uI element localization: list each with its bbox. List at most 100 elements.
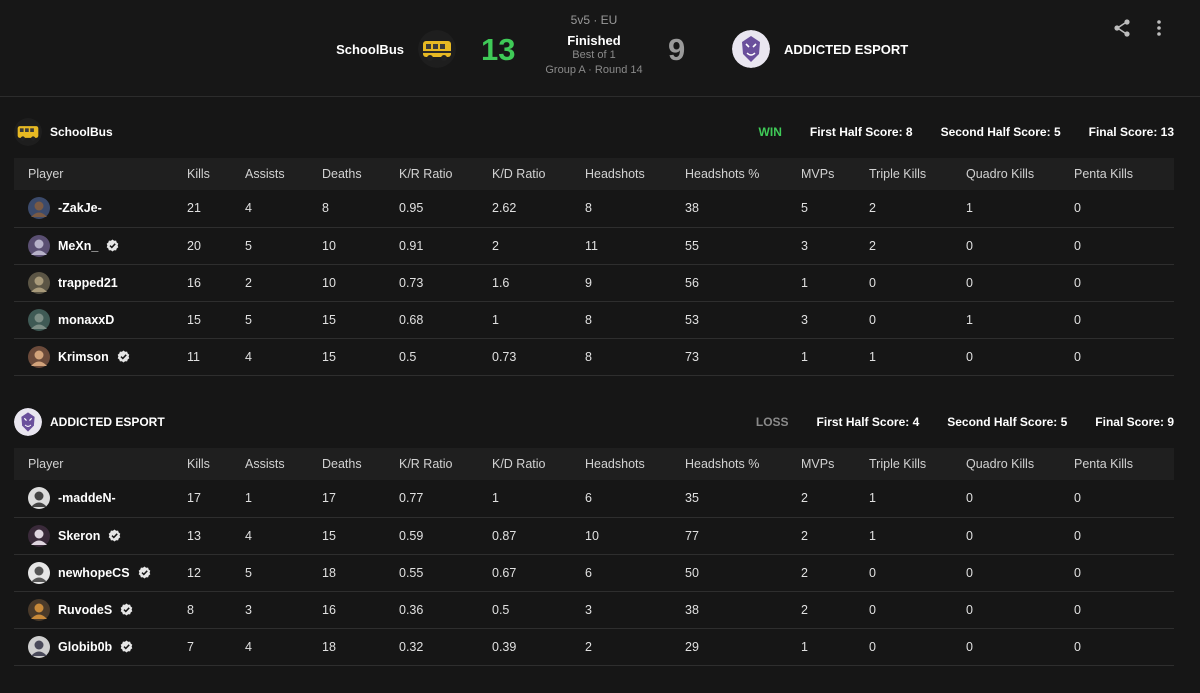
stat-cell: 1 <box>245 491 252 506</box>
player-row: -ZakJe- 21 4 8 0.95 2.62 8 38 5 2 1 0 <box>14 190 1174 227</box>
player-name[interactable]: monaxxD <box>58 312 115 327</box>
player-name[interactable]: Globib0b <box>58 639 113 654</box>
stat-cell: 0 <box>1074 201 1081 216</box>
verified-icon <box>120 640 133 653</box>
player-row: Skeron 13 4 15 0.59 0.87 10 77 2 1 0 0 <box>14 517 1174 554</box>
column-header: Quadro Kills <box>966 167 1035 181</box>
player-name[interactable]: newhopeCS <box>58 565 130 580</box>
stat-cell: 0 <box>966 639 973 654</box>
stat-cell: 6 <box>585 565 592 580</box>
addicted-esport-logo[interactable] <box>732 30 770 68</box>
stat-cell: 0 <box>966 528 973 543</box>
column-header: Quadro Kills <box>966 457 1035 471</box>
player-avatar[interactable] <box>28 345 50 368</box>
best-of: Best of 1 <box>572 49 616 61</box>
player-avatar[interactable] <box>28 635 50 658</box>
player-avatar[interactable] <box>28 234 50 257</box>
player-name[interactable]: trapped21 <box>58 275 118 290</box>
column-header: Penta Kills <box>1074 457 1134 471</box>
schoolbus-logo[interactable] <box>14 118 42 146</box>
stat-cell: 38 <box>685 201 699 216</box>
score-summary: LOSS First Half Score: 4 Second Half Sco… <box>756 415 1174 429</box>
column-header: Kills <box>187 167 210 181</box>
schoolbus-logo[interactable] <box>418 30 456 68</box>
player-row: RuvodeS 8 3 16 0.36 0.5 3 38 2 0 0 0 <box>14 591 1174 628</box>
player-row: MeXn_ 20 5 10 0.91 2 11 55 3 2 0 0 <box>14 227 1174 264</box>
verified-icon <box>117 350 130 363</box>
stat-cell: 0.32 <box>399 639 424 654</box>
stat-cell: 35 <box>685 491 699 506</box>
stat-cell: 55 <box>685 238 699 253</box>
column-header: MVPs <box>801 167 835 181</box>
stat-cell: 12 <box>187 565 201 580</box>
stat-cell: 2 <box>801 602 808 617</box>
team2-name[interactable]: ADDICTED ESPORT <box>784 42 909 57</box>
player-avatar[interactable] <box>28 598 50 621</box>
player-avatar[interactable] <box>28 524 50 547</box>
team-name[interactable]: SchoolBus <box>50 125 113 139</box>
stat-cell: 0 <box>869 275 876 290</box>
verified-icon <box>108 529 121 542</box>
player-row: trapped21 16 2 10 0.73 1.6 9 56 1 0 0 0 <box>14 264 1174 301</box>
column-header: Headshots <box>585 457 645 471</box>
stat-cell: 0.59 <box>399 528 424 543</box>
team1-score: 13 <box>481 32 516 67</box>
player-avatar[interactable] <box>28 561 50 584</box>
stat-cell: 3 <box>801 238 808 253</box>
player-avatar[interactable] <box>28 197 50 220</box>
player-name[interactable]: -maddeN- <box>58 491 116 506</box>
column-header: Headshots % <box>685 167 760 181</box>
share-icon[interactable] <box>1111 17 1133 39</box>
column-header: Assists <box>245 457 285 471</box>
stat-cell: 0 <box>966 238 973 253</box>
stat-cell: 0.73 <box>492 349 517 364</box>
player-name[interactable]: MeXn_ <box>58 238 99 253</box>
stat-cell: 50 <box>685 565 699 580</box>
stat-cell: 0.87 <box>492 528 517 543</box>
verified-icon <box>120 603 133 616</box>
final-score: Final Score: 13 <box>1088 125 1174 139</box>
player-name[interactable]: RuvodeS <box>58 602 113 617</box>
player-cell: -maddeN- <box>14 480 187 517</box>
player-avatar[interactable] <box>28 271 50 294</box>
stat-cell: 0 <box>1074 238 1081 253</box>
player-cell: Globib0b <box>14 628 187 665</box>
stat-cell: 11 <box>585 238 598 253</box>
stat-cell: 56 <box>685 275 699 290</box>
player-avatar[interactable] <box>28 487 50 510</box>
stat-cell: 15 <box>322 312 336 327</box>
team1-name[interactable]: SchoolBus <box>336 42 404 57</box>
stat-cell: 0 <box>1074 639 1081 654</box>
stat-cell: 2 <box>492 238 499 253</box>
player-name[interactable]: Krimson <box>58 349 109 364</box>
stat-cell: 0 <box>1074 312 1081 327</box>
stat-cell: 1 <box>492 491 499 506</box>
player-row: -maddeN- 17 1 17 0.77 1 6 35 2 1 0 0 <box>14 480 1174 517</box>
team-name[interactable]: ADDICTED ESPORT <box>50 415 165 429</box>
stat-cell: 0 <box>1074 565 1081 580</box>
column-header: K/D Ratio <box>492 167 546 181</box>
stat-cell: 1 <box>801 349 808 364</box>
stat-cell: 0.68 <box>399 312 424 327</box>
stat-cell: 2 <box>585 639 592 654</box>
stat-cell: 16 <box>322 602 336 617</box>
player-row: monaxxD 15 5 15 0.68 1 8 53 3 0 1 0 <box>14 301 1174 338</box>
stat-cell: 13 <box>187 528 201 543</box>
player-name[interactable]: -ZakJe- <box>58 201 102 216</box>
first-half-score: First Half Score: 8 <box>809 125 913 139</box>
player-name[interactable]: Skeron <box>58 528 101 543</box>
column-header: Assists <box>245 167 285 181</box>
stat-cell: 11 <box>187 349 200 364</box>
stat-cell: 0 <box>966 349 973 364</box>
player-row: Krimson 11 4 15 0.5 0.73 8 73 1 1 0 0 <box>14 338 1174 375</box>
stat-cell: 1.6 <box>492 275 510 290</box>
more-vertical-icon[interactable] <box>1148 17 1170 39</box>
stat-cell: 15 <box>322 528 336 543</box>
addicted-esport-logo[interactable] <box>14 408 42 436</box>
stat-cell: 0 <box>966 565 973 580</box>
player-avatar[interactable] <box>28 308 50 331</box>
column-header: Triple Kills <box>869 167 927 181</box>
stat-cell: 17 <box>322 491 336 506</box>
stat-cell: 17 <box>187 491 201 506</box>
stat-cell: 0.5 <box>492 602 510 617</box>
